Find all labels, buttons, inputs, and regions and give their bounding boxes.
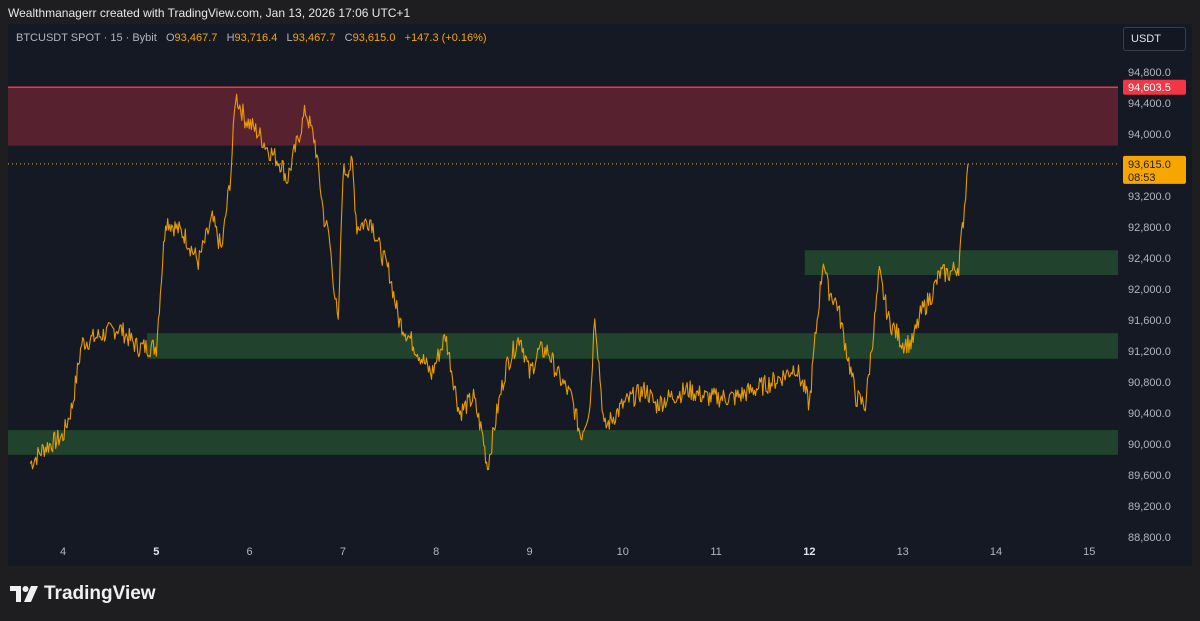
resistance-zone-0: [8, 87, 1118, 146]
resistance-price-label: 94,603.5: [1128, 82, 1171, 94]
top-bar: Wealthmanagerr created with TradingView.…: [0, 0, 1200, 24]
y-tick-label: 90,400.0: [1128, 408, 1171, 420]
high-value: 93,716.4: [234, 32, 278, 44]
credit-text: Wealthmanagerr created with TradingView.…: [8, 6, 411, 20]
y-tick-label: 92,000.0: [1128, 284, 1171, 296]
x-tick-label: 15: [1083, 546, 1095, 558]
symbol-legend: BTCUSDT SPOT · 15 · Bybit O93,467.7 H93,…: [16, 32, 487, 44]
open-value: 93,467.7: [174, 32, 218, 44]
high-label: H: [226, 32, 235, 44]
y-tick-label: 92,400.0: [1128, 253, 1171, 265]
low-value: 93,467.7: [292, 32, 336, 44]
y-tick-label: 91,600.0: [1128, 315, 1171, 327]
price-line: [29, 93, 969, 471]
support-zone-3: [8, 430, 1118, 455]
y-tick-label: 92,800.0: [1128, 222, 1171, 234]
change-value: +147.3 (+0.16%): [404, 32, 487, 44]
y-tick-label: 93,200.0: [1128, 191, 1171, 203]
y-tick-label: 88,800.0: [1128, 532, 1171, 544]
zones-layer: [8, 86, 1119, 455]
chart-area[interactable]: 94,800.0 94,400.0 94,000.0 93,200.0 92,800.0…: [8, 24, 1192, 566]
price-chart[interactable]: 94,800.0 94,400.0 94,000.0 93,200.0 92,800.0…: [8, 24, 1192, 566]
x-tick-label: 13: [897, 546, 909, 558]
resistance-price-tag: [1123, 79, 1186, 95]
x-tick-label: 10: [617, 546, 629, 558]
brand-name: TradingView: [44, 583, 156, 604]
x-tick-label: 9: [526, 546, 532, 558]
x-tick-label: 14: [990, 546, 1002, 558]
y-tick-label: 90,800.0: [1128, 377, 1171, 389]
y-tick-label: 94,800.0: [1128, 67, 1171, 79]
x-tick-label: 11: [710, 546, 721, 558]
support-zone-2: [146, 333, 1119, 359]
currency-button[interactable]: USDT: [1123, 27, 1186, 51]
y-tick-label: 91,200.0: [1128, 346, 1171, 358]
x-tick-label: 4: [60, 546, 66, 558]
close-label: C: [344, 32, 353, 44]
price-line-layer: [29, 93, 969, 471]
low-label: L: [286, 32, 293, 44]
tradingview-logo-icon: [10, 586, 38, 602]
x-tick-label: 7: [340, 546, 346, 558]
support-zone-1: [804, 250, 1118, 276]
current-price-label: 93,615.0: [1128, 159, 1171, 171]
x-tick-label: 12: [803, 546, 815, 558]
tradingview-logo[interactable]: TradingView: [10, 583, 156, 605]
axis-layer: 94,800.0 94,400.0 94,000.0 93,200.0 92,800.0…: [60, 67, 1171, 558]
x-tick-label: 5: [153, 546, 159, 558]
open-label: O: [165, 32, 175, 44]
close-value: 93,615.0: [352, 32, 396, 44]
y-tick-label: 90,000.0: [1128, 439, 1171, 451]
x-tick-label: 8: [433, 546, 439, 558]
countdown-label: 08:53: [1128, 172, 1156, 184]
y-tick-label: 89,600.0: [1128, 470, 1171, 482]
y-tick-label: 94,000.0: [1128, 129, 1171, 141]
y-tick-label: 89,200.0: [1128, 501, 1171, 513]
footer: [0, 566, 1200, 621]
x-tick-label: 6: [247, 546, 253, 558]
symbol-label: BTCUSDT SPOT · 15 · Bybit: [16, 32, 157, 44]
y-tick-label: 94,400.0: [1128, 98, 1171, 110]
tag-layer: 94,603.5 93,615.008:53: [1123, 79, 1186, 184]
current-price-tag: [1123, 155, 1186, 184]
